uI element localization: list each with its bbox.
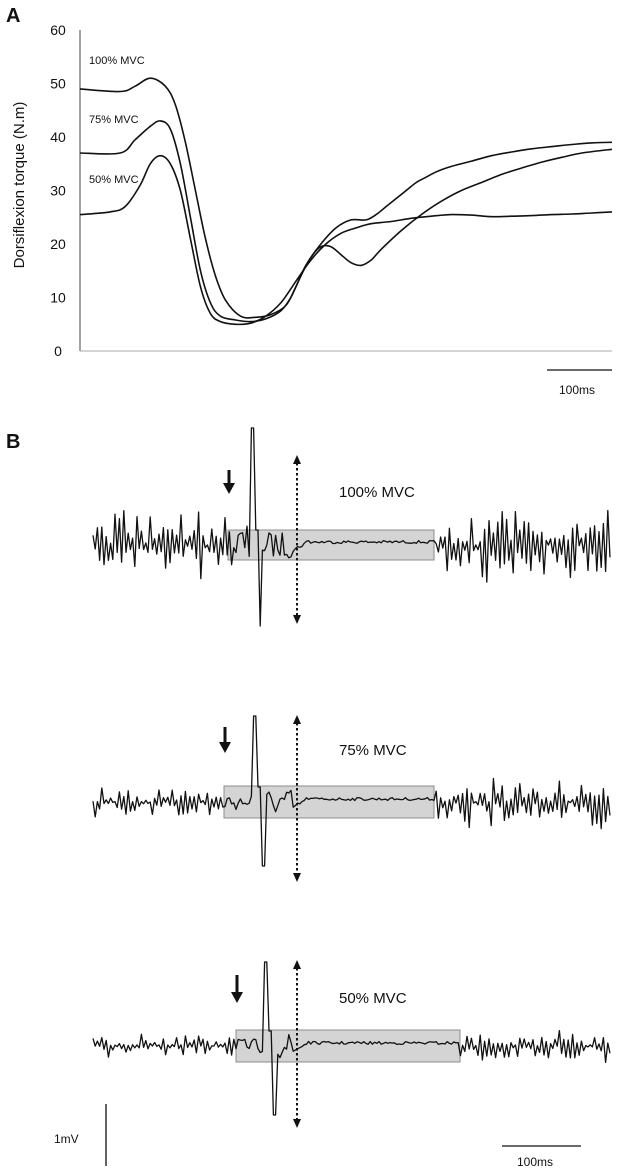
trace-label-75: 75% MVC xyxy=(339,742,407,759)
y-tick-label: 60 xyxy=(50,22,66,38)
y-axis-label: Dorsiflexion torque (N.m) xyxy=(11,102,28,269)
arrowhead-down-icon xyxy=(293,615,301,624)
stimulus-arrow-icon xyxy=(231,992,243,1003)
y-tick-label: 0 xyxy=(54,343,62,359)
arrowhead-down-icon xyxy=(293,1119,301,1128)
emg-trace-groups xyxy=(92,427,611,1128)
y-tick-label: 40 xyxy=(50,129,66,145)
panel-b-emg-traces: 100% MVC 75% MVC 50% MVC 1mV 100ms xyxy=(54,427,611,1169)
y-tick-label: 30 xyxy=(50,183,66,199)
series-label-50: 50% MVC xyxy=(89,174,139,186)
arrowhead-up-icon xyxy=(293,455,301,464)
arrowhead-up-icon xyxy=(293,960,301,969)
emg-trace-group-2 xyxy=(92,715,611,882)
y-tick-label: 20 xyxy=(50,236,66,252)
y-tick-label: 10 xyxy=(50,290,66,306)
torque-line-series-2 xyxy=(79,120,613,323)
torque-series-group xyxy=(79,77,613,326)
emg-waveform xyxy=(92,961,611,1116)
stimulus-arrow-icon xyxy=(219,742,231,753)
arrowhead-down-icon xyxy=(293,873,301,882)
emg-waveform xyxy=(92,427,611,627)
panel-b-letter: B xyxy=(6,431,20,453)
silent-period-box xyxy=(235,1029,461,1063)
panel-a-letter: A xyxy=(6,5,20,27)
series-label-100: 100% MVC xyxy=(89,55,145,67)
emg-waveform xyxy=(92,715,611,867)
amplitude-scalebar-label: 1mV xyxy=(54,1132,79,1146)
arrowhead-up-icon xyxy=(293,715,301,724)
time-scalebar-a-label: 100ms xyxy=(559,383,595,397)
emg-trace-group-1 xyxy=(92,427,611,627)
silent-period-box xyxy=(223,785,435,819)
y-tick-label: 50 xyxy=(50,76,66,92)
emg-trace-group-3 xyxy=(92,960,611,1128)
torque-line-series-3 xyxy=(79,154,613,326)
stimulus-arrow-icon xyxy=(223,483,235,494)
series-label-75: 75% MVC xyxy=(89,114,139,126)
torque-line-series-1 xyxy=(79,77,613,319)
y-tick-labels: 0 10 20 30 40 50 60 xyxy=(50,22,66,359)
trace-label-50: 50% MVC xyxy=(339,990,407,1007)
time-scalebar-b-label: 100ms xyxy=(517,1155,553,1169)
trace-label-100: 100% MVC xyxy=(339,484,415,501)
